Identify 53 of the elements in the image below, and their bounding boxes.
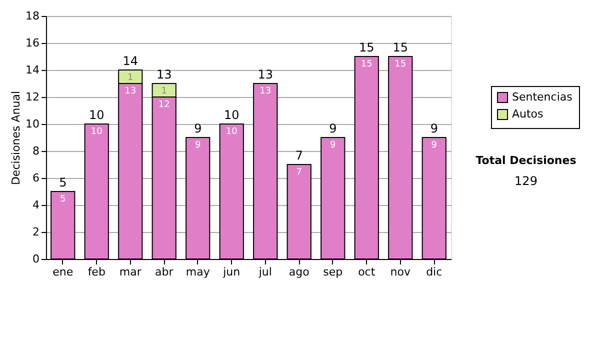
x-tick-label: may <box>186 266 210 278</box>
data-label: 15 <box>394 60 406 70</box>
x-tick-label: jul <box>258 266 272 278</box>
data-label: 5 <box>60 194 66 204</box>
data-label: 13 <box>124 86 136 96</box>
data-label: 9 <box>195 140 202 150</box>
y-axis-title: Decisiones Anual <box>10 90 23 186</box>
data-label: 10 <box>90 127 103 137</box>
total-label: 10 <box>88 108 104 122</box>
total-label: 7 <box>295 148 303 162</box>
y-tick-label: 8 <box>32 144 40 158</box>
x-tick-label: abr <box>155 266 174 278</box>
data-label: 7 <box>296 168 302 178</box>
data-label: 9 <box>330 140 336 150</box>
y-tick-label: 18 <box>26 10 40 22</box>
data-label: 12 <box>158 100 170 110</box>
legend-label: Sentencias <box>512 90 573 104</box>
y-tick-label: 10 <box>26 118 40 130</box>
total-label: 9 <box>329 122 337 136</box>
total-label: 10 <box>224 108 240 122</box>
x-tick-label: nov <box>390 266 411 278</box>
x-tick-label: jun <box>222 266 240 278</box>
y-tick-label: 2 <box>32 226 40 238</box>
total-label: 15 <box>358 40 374 54</box>
x-tick-label: ene <box>52 266 74 278</box>
x-tick-label: oct <box>358 266 376 278</box>
data-label: 10 <box>226 127 238 137</box>
data-label: 1 <box>128 73 134 83</box>
x-tick-label: mar <box>119 266 142 278</box>
total-label: 9 <box>194 122 202 136</box>
text: 129 <box>514 174 538 188</box>
total-label: 15 <box>392 40 408 54</box>
legend-label: Autos <box>512 108 544 120</box>
data-label: 15 <box>360 60 372 70</box>
x-tick-label: ago <box>288 266 310 278</box>
y-tick-label: 14 <box>26 64 40 76</box>
x-tick-label: dic <box>426 266 442 278</box>
data-label: 9 <box>431 140 438 150</box>
y-tick-label: 0 <box>32 252 40 266</box>
text: Total Decisiones <box>476 154 577 167</box>
total-label: 13 <box>156 68 172 82</box>
x-tick-label: sep <box>323 266 343 278</box>
total-label: 13 <box>258 68 274 82</box>
data-label: 1 <box>161 86 167 96</box>
data-label: 13 <box>260 86 272 96</box>
total-label: 9 <box>430 122 438 136</box>
x-tick-label: feb <box>88 266 106 278</box>
y-tick-label: 16 <box>26 36 40 50</box>
y-tick-label: 12 <box>26 90 40 104</box>
total-label: 14 <box>122 54 138 68</box>
y-tick-label: 6 <box>32 172 40 184</box>
total-label: 5 <box>59 176 67 190</box>
y-tick-label: 4 <box>32 198 40 212</box>
